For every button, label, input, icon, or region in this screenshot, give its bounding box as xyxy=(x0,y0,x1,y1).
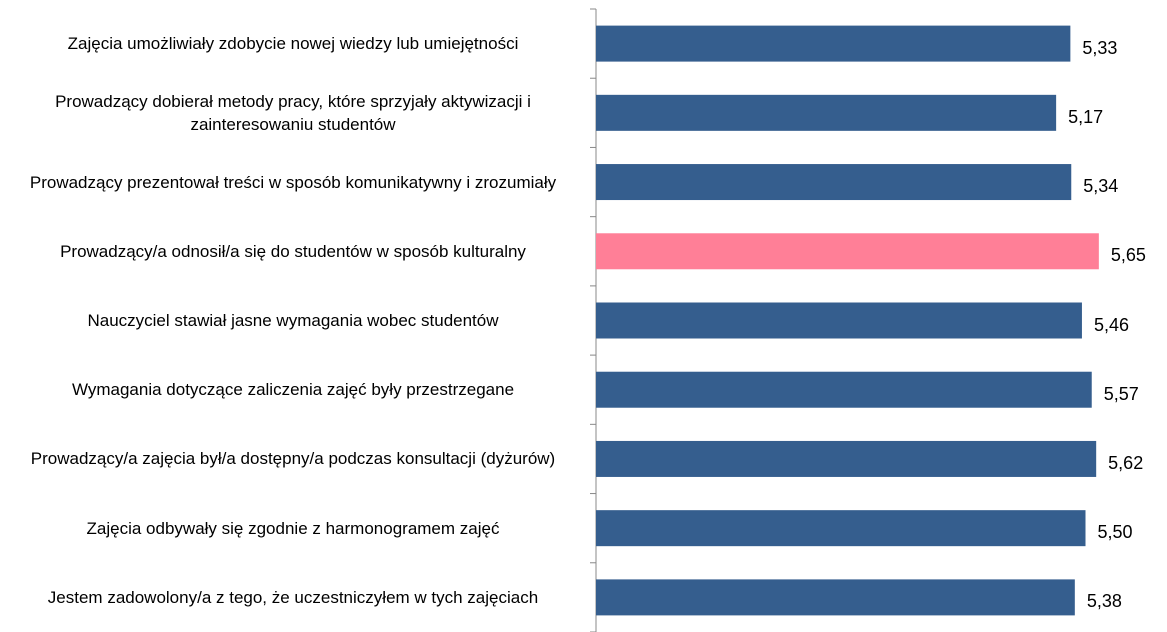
bar xyxy=(596,579,1075,616)
category-label: Zajęcia umożliwiały zdobycie nowej wiedz… xyxy=(0,9,586,78)
category-label-text: Prowadzący prezentował treści w sposób k… xyxy=(29,172,557,192)
value-label: 5,38 xyxy=(1087,591,1122,611)
category-label-text: Prowadzący/a zajęcia był/a dostępny/a po… xyxy=(30,449,556,469)
value-label: 5,33 xyxy=(1082,38,1117,58)
value-label: 5,34 xyxy=(1083,176,1118,196)
category-label: Jestem zadowolony/a z tego, że uczestnic… xyxy=(0,563,586,632)
value-label: 5,50 xyxy=(1098,522,1133,542)
bar xyxy=(596,302,1082,339)
category-label: Nauczyciel stawiał jasne wymagania wobec… xyxy=(0,286,586,355)
value-label: 5,57 xyxy=(1104,384,1139,404)
value-label-text: 5,33 xyxy=(1082,37,1118,58)
category-label: Prowadzący/a zajęcia był/a dostępny/a po… xyxy=(0,424,586,493)
category-label-text: Wymagania dotyczące zaliczenia zajęć był… xyxy=(71,380,515,400)
bar xyxy=(596,25,1071,62)
value-label-text: 5,65 xyxy=(1110,245,1146,266)
category-label-text: Prowadzący/a odnosił/a się do studentów … xyxy=(60,241,526,261)
bar xyxy=(596,440,1097,477)
category-label: Prowadzący/a odnosił/a się do studentów … xyxy=(0,217,586,286)
bar xyxy=(596,94,1057,131)
category-label: Wymagania dotyczące zaliczenia zajęć był… xyxy=(0,355,586,424)
category-label-text: Zajęcia odbywały się zgodnie z harmonogr… xyxy=(86,518,500,538)
category-label: Prowadzący dobierał metody pracy, które … xyxy=(0,78,586,147)
category-label-text: Nauczyciel stawiał jasne wymagania wobec… xyxy=(87,310,499,330)
bar xyxy=(596,164,1072,201)
category-label-text: Prowadzący dobierał metody pracy, które … xyxy=(55,91,531,134)
bar xyxy=(596,233,1099,270)
value-label-text: 5,62 xyxy=(1108,452,1144,473)
value-label: 5,17 xyxy=(1068,107,1103,127)
value-label: 5,46 xyxy=(1094,315,1129,335)
value-label: 5,65 xyxy=(1111,245,1146,265)
category-label: Zajęcia odbywały się zgodnie z harmonogr… xyxy=(0,494,586,563)
bar xyxy=(596,371,1092,408)
category-label: Prowadzący prezentował treści w sposób k… xyxy=(0,147,586,216)
value-label-text: 5,46 xyxy=(1093,314,1129,335)
value-label-text: 5,34 xyxy=(1083,176,1119,197)
category-label-text: Jestem zadowolony/a z tego, że uczestnic… xyxy=(47,587,539,607)
bar xyxy=(596,510,1086,547)
value-label-text: 5,50 xyxy=(1097,522,1133,543)
category-label-text: Zajęcia umożliwiały zdobycie nowej wiedz… xyxy=(67,34,519,54)
value-label-text: 5,38 xyxy=(1086,591,1122,612)
value-label-text: 5,17 xyxy=(1068,106,1104,127)
value-label-text: 5,57 xyxy=(1103,383,1139,404)
value-label: 5,62 xyxy=(1108,453,1143,473)
